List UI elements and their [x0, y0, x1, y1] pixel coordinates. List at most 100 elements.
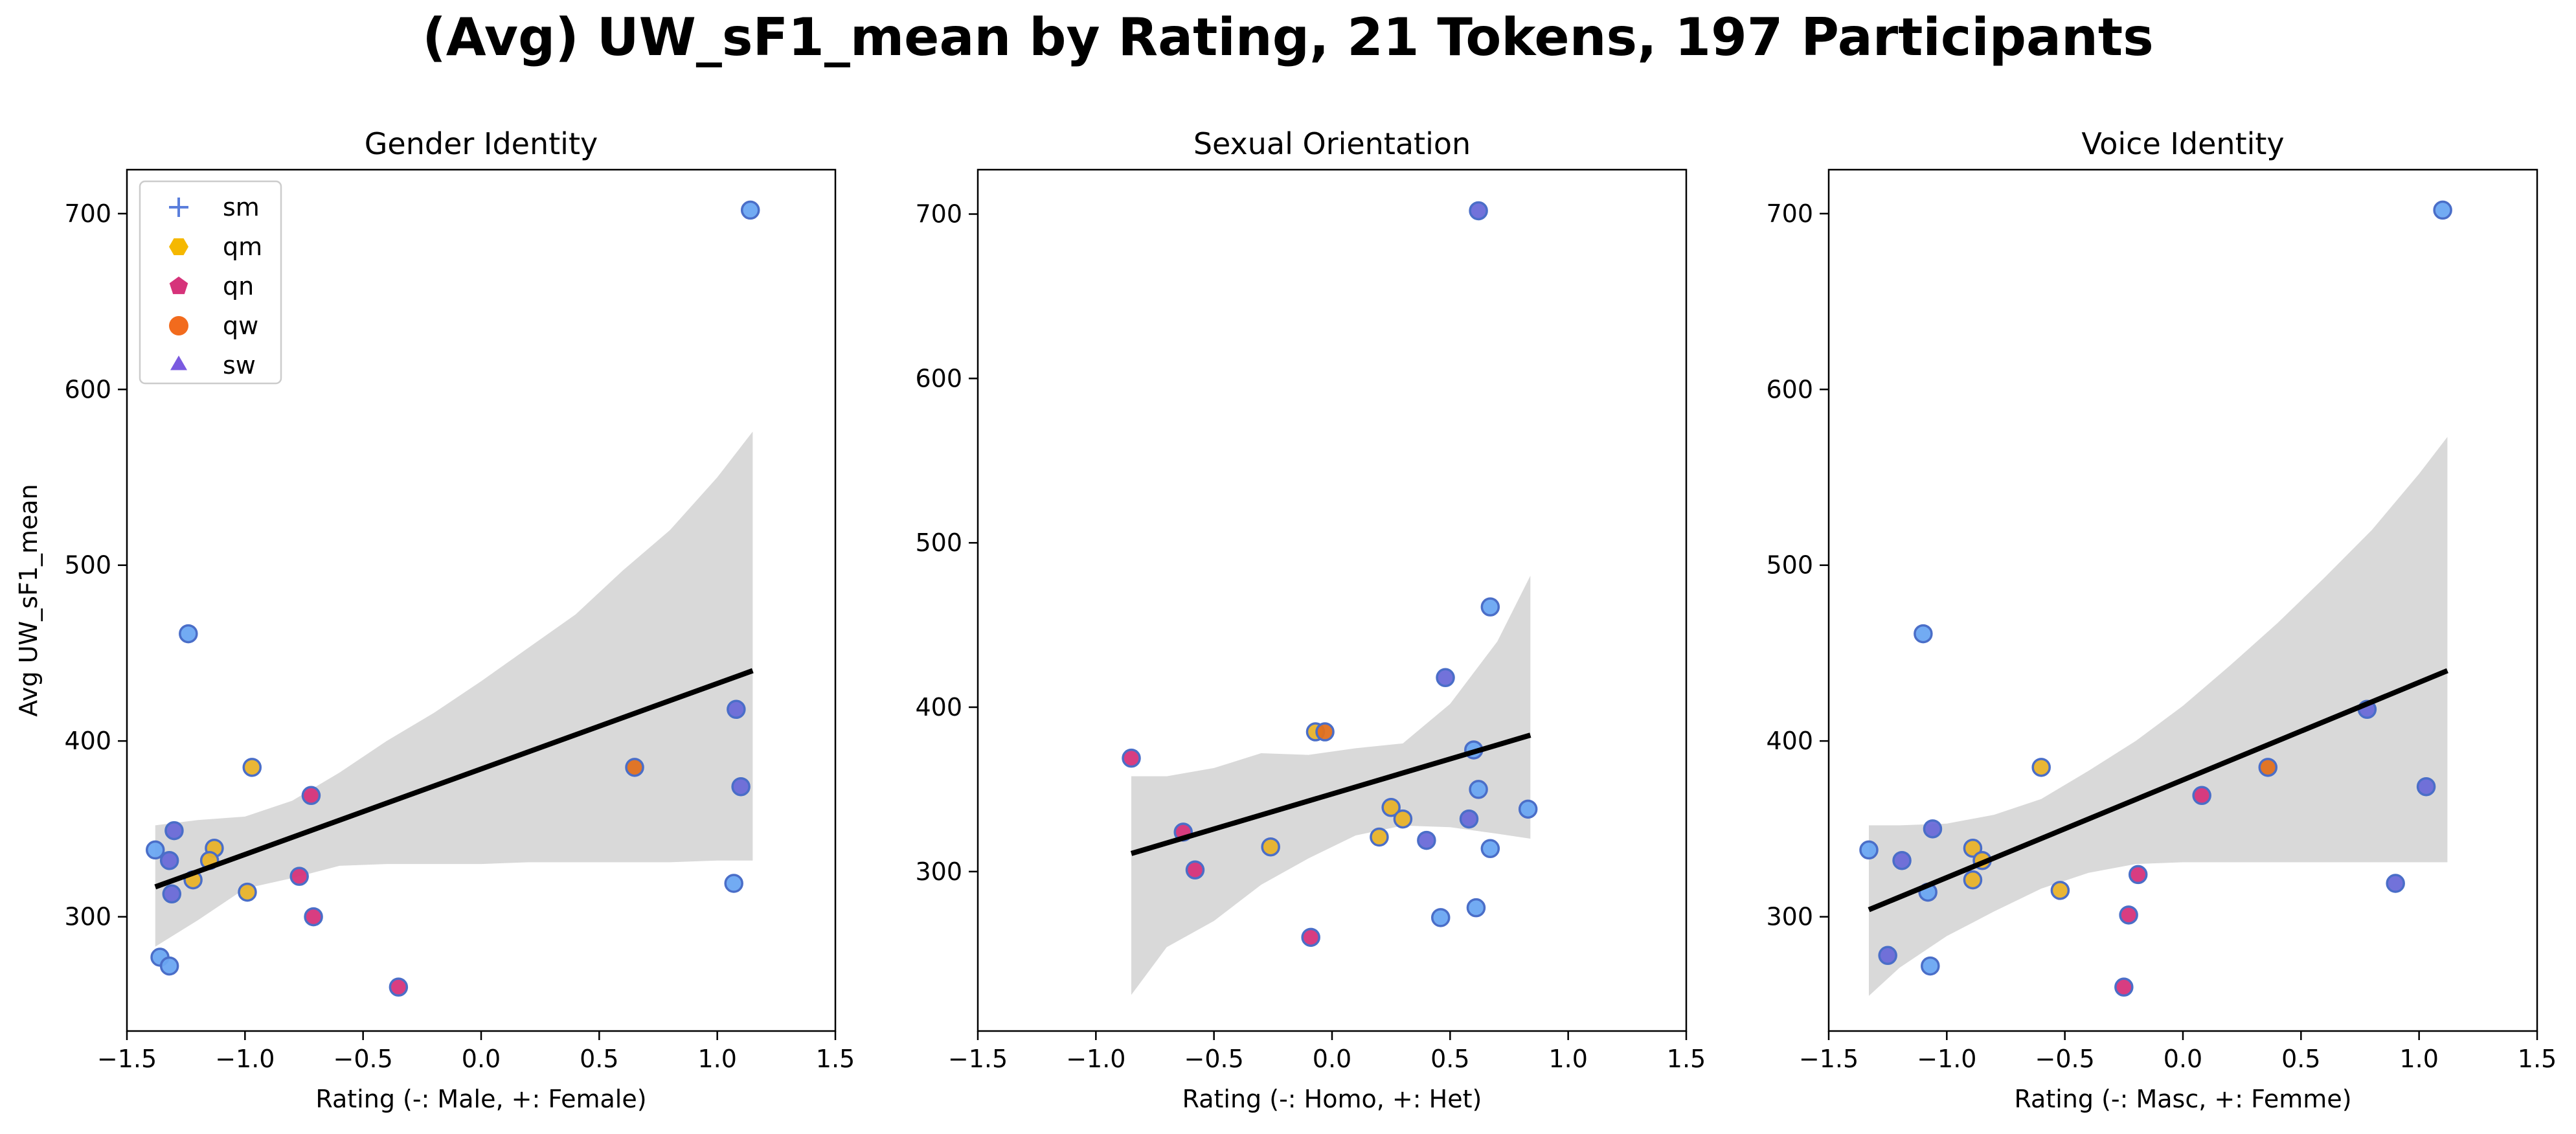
y-tick-label: 400	[915, 693, 962, 721]
y-tick-label: 300	[915, 857, 962, 886]
x-tick-label: −1.5	[948, 1045, 1008, 1073]
y-tick-label: 500	[64, 551, 111, 580]
data-point-sw	[1878, 946, 1897, 966]
legend-label: qm	[223, 232, 262, 261]
x-tick-label: 0.0	[462, 1045, 501, 1073]
x-axis-label: Rating (-: Male, +: Female)	[315, 1085, 646, 1113]
x-tick-label: 1.0	[697, 1045, 736, 1073]
x-tick-label: 1.0	[2399, 1045, 2438, 1073]
data-point-qn	[389, 977, 409, 997]
confidence-band	[155, 431, 753, 947]
data-point-sm	[1859, 840, 1879, 860]
data-point-sm	[179, 624, 198, 644]
figure-title: (Avg) UW_sF1_mean by Rating, 21 Tokens, …	[422, 7, 2154, 67]
legend-marker-sw	[170, 356, 187, 370]
data-point-sw	[1892, 850, 1912, 870]
x-tick-label: −1.5	[1799, 1045, 1859, 1073]
x-tick-label: −1.0	[1066, 1045, 1125, 1073]
panel-2: −1.5 −1.0 −0.5 0.0 0.5 1.0 1.5 300 400 500 600 700 S…	[915, 126, 1706, 1113]
legend-marker-qn	[169, 277, 188, 295]
legend-marker-qm	[169, 238, 188, 255]
x-tick-label: 1.5	[816, 1045, 855, 1073]
x-tick-label: 0.5	[1430, 1045, 1469, 1073]
y-tick-label: 600	[915, 364, 962, 392]
x-tick-label: 1.5	[2518, 1045, 2557, 1073]
x-tick-label: 0.0	[2164, 1045, 2202, 1073]
panel-1: −1.5 −1.0 −0.5 0.0 0.5 1.0 1.5 300 400 500 600 700 G…	[14, 126, 855, 1113]
data-point-sm	[146, 840, 165, 860]
legend-label: sm	[223, 193, 260, 221]
data-point-sw	[731, 777, 751, 797]
data-point-sm	[1430, 908, 1451, 927]
data-point-qm	[1393, 809, 1413, 829]
x-tick-label: 0.5	[2281, 1045, 2320, 1073]
legend-box	[139, 180, 282, 385]
data-point-sw	[1417, 830, 1436, 850]
data-point-qn	[2128, 865, 2148, 885]
data-point-sm	[724, 874, 743, 893]
y-axis-label: Avg UW_sF1_mean	[14, 484, 43, 716]
data-point-sm	[1921, 956, 1940, 976]
data-point-sm	[2433, 200, 2452, 220]
data-point-qn	[289, 867, 309, 886]
data-point-qn	[2119, 905, 2138, 925]
legend-marker-sm	[169, 198, 188, 217]
data-point-qn	[1122, 748, 1141, 768]
y-tick-label: 400	[1766, 727, 1813, 755]
x-tick-label: 0.0	[1313, 1045, 1351, 1073]
x-tick-label: −0.5	[2035, 1045, 2095, 1073]
data-point-qn	[2114, 977, 2134, 997]
regression-line	[154, 668, 754, 890]
y-tick-label: 700	[1766, 199, 1813, 228]
x-tick-label: 0.5	[580, 1045, 618, 1073]
data-point-sm	[1469, 780, 1488, 799]
chart-panels: −1.5 −1.0 −0.5 0.0 0.5 1.0 1.5 300 400 500 600 700 G…	[14, 126, 2557, 1113]
y-tick-label: 500	[915, 528, 962, 557]
data-point-sm	[740, 200, 760, 220]
x-tick-label: −0.5	[1184, 1045, 1244, 1073]
data-point-sw	[159, 850, 179, 870]
data-point-sm	[1480, 839, 1500, 859]
x-tick-label: 1.5	[1667, 1045, 1706, 1073]
data-point-sm	[1480, 597, 1500, 617]
data-point-qn	[1185, 860, 1205, 880]
x-axis-label: Rating (-: Homo, +: Het)	[1182, 1085, 1482, 1113]
data-point-sw	[1923, 819, 1943, 839]
data-point-qm	[238, 882, 257, 902]
data-point-sw	[1469, 201, 1488, 221]
data-point-qw	[2258, 758, 2278, 777]
y-tick-label: 500	[1766, 551, 1813, 580]
data-point-sw	[1459, 809, 1479, 829]
data-point-sm	[1914, 624, 1933, 644]
data-point-qn	[304, 907, 323, 927]
data-point-sw	[162, 884, 182, 904]
data-point-qn	[2192, 786, 2211, 806]
x-tick-label: −1.5	[97, 1045, 157, 1073]
confidence-band	[1131, 575, 1531, 995]
x-tick-label: 1.0	[1548, 1045, 1587, 1073]
regression-line	[1130, 732, 1531, 856]
y-tick-label: 700	[915, 200, 962, 229]
regression-line	[1868, 668, 2448, 913]
x-tick-label: −1.0	[215, 1045, 275, 1073]
data-point-sm	[159, 956, 179, 976]
data-point-qw	[1315, 722, 1335, 742]
y-tick-label: 300	[1766, 903, 1813, 931]
x-tick-label: −0.5	[333, 1045, 393, 1073]
y-tick-label: 600	[64, 375, 111, 403]
data-point-qm	[1261, 837, 1280, 857]
data-point-qm	[242, 758, 262, 777]
legend: sm qm qn qw sw	[139, 180, 282, 385]
data-point-qm	[1963, 870, 1983, 890]
panel-title: Gender Identity	[365, 126, 598, 161]
x-tick-label: −1.0	[1917, 1045, 1976, 1073]
y-tick-label: 400	[64, 727, 111, 755]
data-point-sw	[727, 699, 746, 720]
data-point-sw	[164, 821, 184, 841]
data-point-qn	[1301, 927, 1320, 947]
data-point-qm	[1381, 798, 1401, 817]
legend-marker-qw	[169, 316, 188, 335]
y-tick-label: 300	[64, 903, 111, 931]
data-point-sm	[1518, 799, 1538, 819]
